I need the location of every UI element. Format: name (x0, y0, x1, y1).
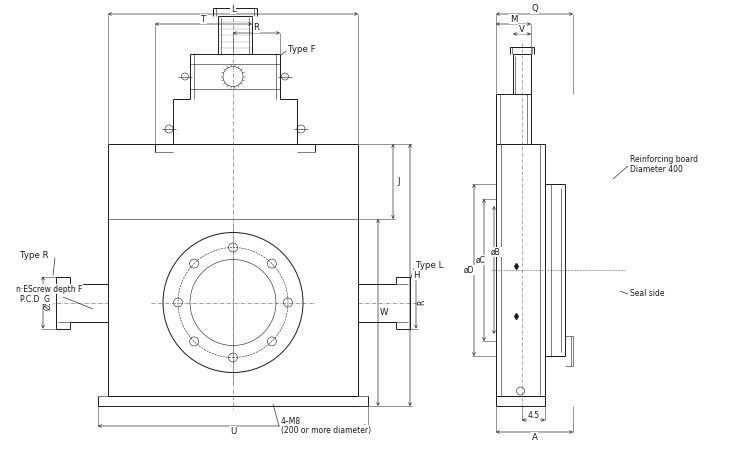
Text: Reinforcing board: Reinforcing board (630, 154, 698, 163)
Text: Seal side: Seal side (630, 290, 664, 298)
Text: Diameter 400: Diameter 400 (630, 164, 682, 173)
Text: M: M (510, 15, 518, 24)
Text: 4.5: 4.5 (527, 411, 539, 420)
Text: T: T (201, 15, 206, 24)
Text: R: R (254, 24, 260, 33)
Text: U: U (230, 426, 236, 435)
Text: Ø56: Ø56 (44, 295, 52, 311)
Text: W: W (380, 308, 388, 317)
Text: H: H (413, 271, 419, 280)
Text: øB: øB (491, 247, 501, 257)
Text: Q: Q (531, 5, 538, 14)
Text: n·EScrew depth F: n·EScrew depth F (16, 285, 82, 293)
Text: V: V (519, 25, 525, 34)
Text: (200 or more diameter): (200 or more diameter) (281, 425, 371, 434)
Text: L: L (231, 5, 236, 14)
Text: J: J (398, 177, 400, 186)
Text: A: A (532, 433, 538, 441)
Text: P.C.D  G: P.C.D G (20, 295, 50, 304)
Text: 4–M8: 4–M8 (281, 418, 301, 426)
Text: Type R: Type R (20, 251, 49, 260)
Text: R: R (418, 300, 427, 305)
Text: Type F: Type F (288, 44, 316, 54)
Text: øC: øC (476, 256, 486, 265)
Text: øD: øD (464, 266, 474, 275)
Text: Type L: Type L (416, 261, 443, 270)
